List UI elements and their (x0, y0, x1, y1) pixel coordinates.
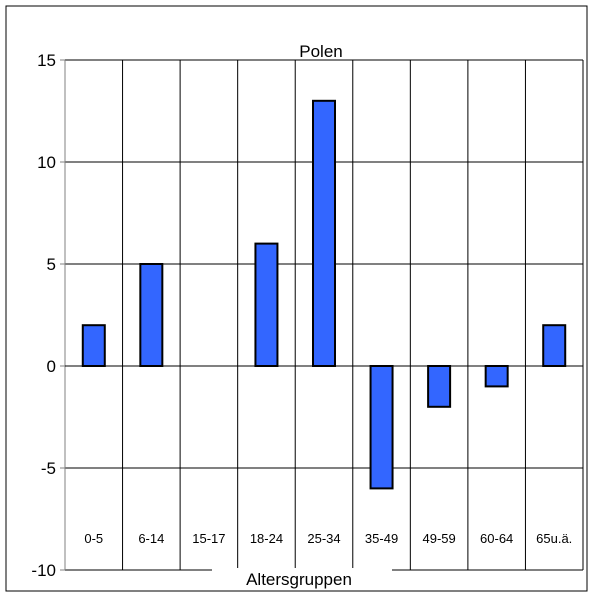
category-label-background (355, 528, 408, 548)
chart-frame (5, 5, 588, 592)
bar (369, 365, 394, 490)
y-tick-label: -10 (31, 561, 56, 580)
category-label-background (413, 528, 466, 548)
category-label: 49-59 (422, 531, 455, 546)
y-tick-label: 0 (47, 357, 56, 376)
chart-title: Polen (299, 42, 342, 61)
x-axis-label: Altersgruppen (246, 570, 352, 589)
category-label-background (240, 528, 293, 548)
category-label-background (528, 528, 581, 548)
category-label-background (470, 528, 523, 548)
label-layer: -10 -5 0 5 10 15 0-5 6-14 15-17 18-24 25-34 35-49 49… (31, 51, 581, 580)
category-label: 25-34 (307, 531, 340, 546)
category-label: 18-24 (250, 531, 283, 546)
bar (81, 324, 106, 368)
y-tick-label: 10 (37, 153, 56, 172)
bar (542, 324, 567, 368)
category-label: 35-49 (365, 531, 398, 546)
category-label: 0-5 (84, 531, 103, 546)
bar (139, 263, 164, 367)
category-label: 15-17 (192, 531, 225, 546)
category-label: 6-14 (138, 531, 164, 546)
category-label-background (298, 528, 350, 548)
category-label-background (182, 528, 235, 548)
bar (427, 365, 452, 408)
category-label: 60-64 (480, 531, 513, 546)
category-label-background (67, 528, 120, 548)
y-tick-label: 5 (47, 255, 56, 274)
y-tick-label: -5 (41, 459, 56, 478)
category-label: 65u.ä. (536, 531, 572, 546)
x-axis-label-background (212, 568, 392, 590)
bar (312, 99, 336, 368)
bar (254, 242, 279, 368)
y-tick-label: 15 (37, 51, 56, 70)
bar-layer (81, 99, 567, 490)
category-label-background (125, 528, 178, 548)
bar (484, 365, 509, 388)
